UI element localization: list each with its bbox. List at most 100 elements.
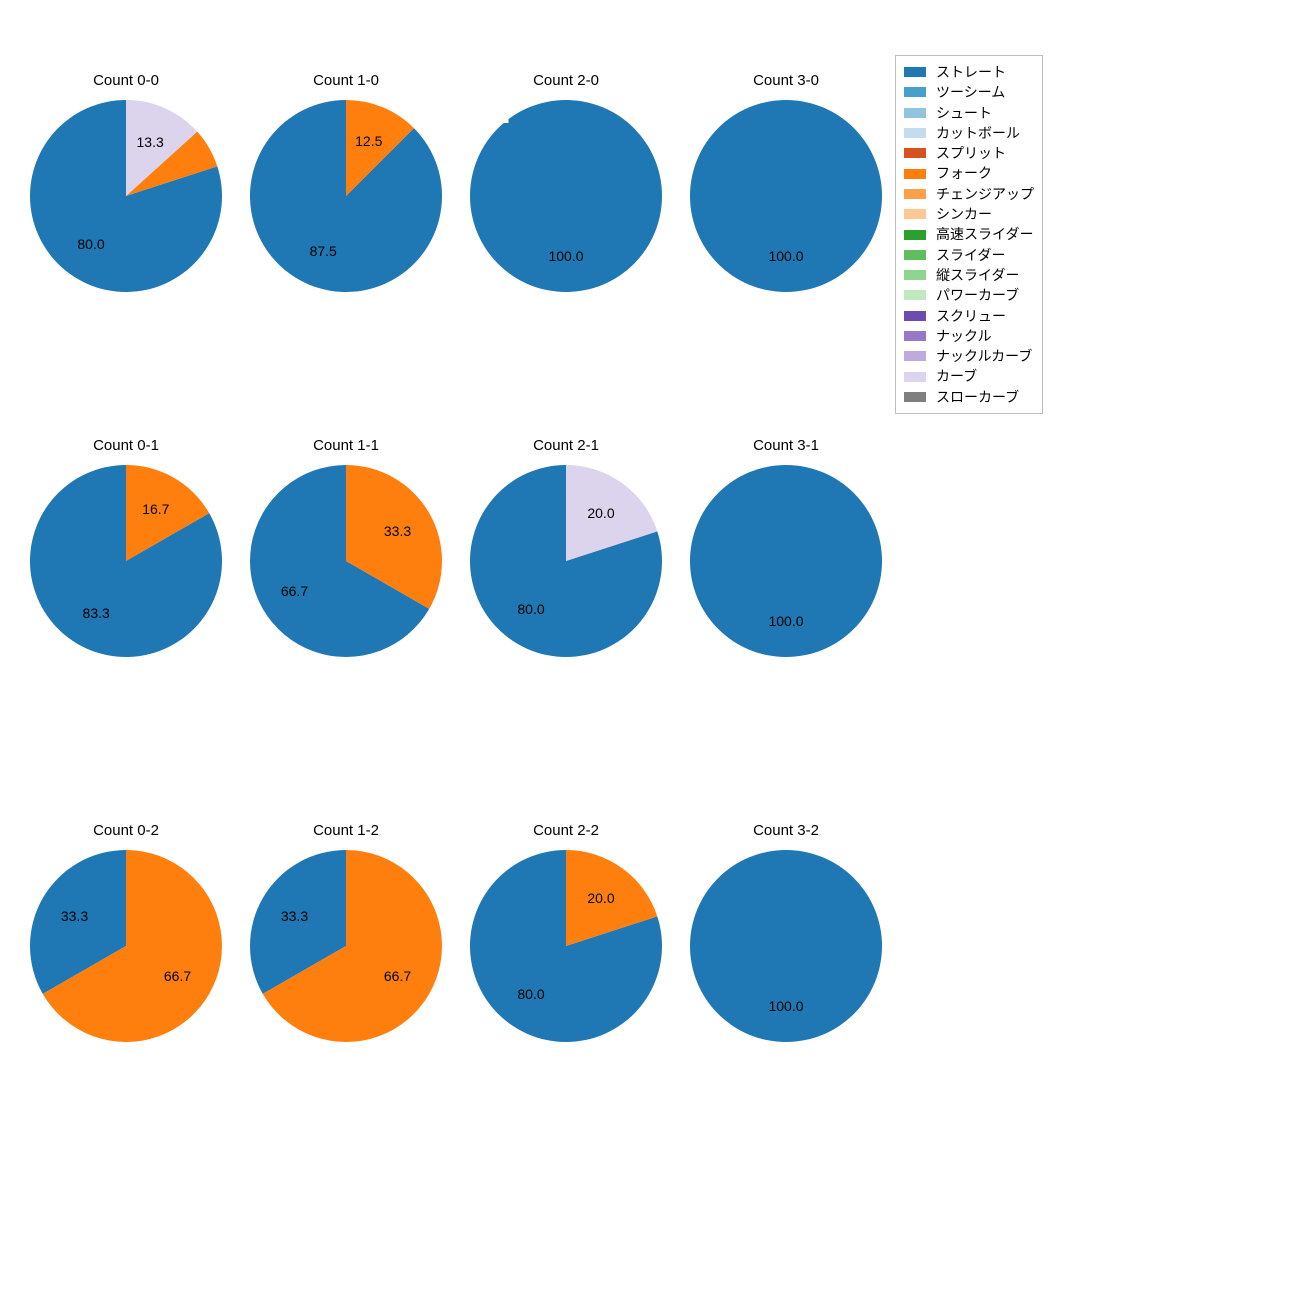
legend-swatch: [904, 351, 926, 361]
legend-item: チェンジアップ: [904, 184, 1034, 204]
chart-grid: Count 0-0 80.0 13.3 Count 1-0 87.5 12.5 Count …: [0, 0, 1300, 1300]
legend-label: フォーク: [936, 163, 992, 183]
legend-swatch: [904, 290, 926, 300]
pie-subplot: Count 1-087.512.5: [250, 100, 442, 292]
legend-label: ナックル: [936, 326, 992, 346]
legend-item: ナックル: [904, 326, 1034, 346]
subplot-title: Count 3-2: [690, 822, 882, 839]
legend-item: シンカー: [904, 204, 1034, 224]
legend-swatch: [904, 311, 926, 321]
legend: ストレートツーシームシュートカットボールスプリットフォークチェンジアップシンカー…: [895, 55, 1043, 414]
legend-item: スライダー: [904, 245, 1034, 265]
pie-subplot: Count 2-280.020.0: [470, 850, 662, 1042]
pie-slice-label: 83.3: [83, 605, 110, 621]
pie-chart: [470, 465, 662, 657]
legend-swatch: [904, 372, 926, 382]
pie-slice-label: 20.0: [587, 890, 614, 906]
legend-swatch: [904, 67, 926, 77]
subplot-title: Count 1-1: [250, 437, 442, 454]
legend-item: パワーカーブ: [904, 285, 1034, 305]
pie-slice-label: 66.7: [384, 968, 411, 984]
legend-item: 高速スライダー: [904, 224, 1034, 244]
legend-label: スクリュー: [936, 306, 1006, 326]
legend-swatch: [904, 128, 926, 138]
subplot-title: Count 2-0: [470, 72, 662, 89]
pie-subplot: Count 0-233.366.7: [30, 850, 222, 1042]
pie-subplot: Count 0-080.013.3: [30, 100, 222, 292]
pie-slice-label: 13.3: [137, 134, 164, 150]
legend-swatch: [904, 108, 926, 118]
legend-item: フォーク: [904, 163, 1034, 183]
pie-chart: [250, 100, 442, 292]
pie-subplot: Count 1-166.733.3: [250, 465, 442, 657]
pie-subplot: Count 2-0100.0: [470, 100, 662, 292]
subplot-title: Count 1-2: [250, 822, 442, 839]
subplot-title: Count 0-1: [30, 437, 222, 454]
pie-slice-label: 100.0: [768, 613, 803, 629]
legend-label: 高速スライダー: [936, 224, 1033, 244]
legend-item: スローカーブ: [904, 387, 1034, 407]
pie-chart: [30, 100, 222, 292]
legend-label: スライダー: [936, 245, 1005, 265]
legend-label: ストレート: [936, 62, 1006, 82]
legend-item: スプリット: [904, 143, 1034, 163]
legend-item: 縦スライダー: [904, 265, 1034, 285]
pie-chart: [250, 465, 442, 657]
legend-label: スプリット: [936, 143, 1006, 163]
pie-slice-label: 100.0: [768, 248, 803, 264]
pie-subplot: Count 3-0100.0: [690, 100, 882, 292]
pie-slice-label: 33.3: [281, 908, 308, 924]
pie-slice-label: 80.0: [517, 986, 544, 1002]
subplot-title: Count 0-0: [30, 72, 222, 89]
legend-item: カーブ: [904, 366, 1034, 386]
legend-swatch: [904, 331, 926, 341]
subplot-title: Count 2-1: [470, 437, 662, 454]
legend-swatch: [904, 250, 926, 260]
legend-swatch: [904, 392, 926, 402]
legend-swatch: [904, 209, 926, 219]
legend-item: シュート: [904, 103, 1034, 123]
pie-slice-label: 16.7: [142, 501, 169, 517]
legend-label: チェンジアップ: [936, 184, 1034, 204]
legend-item: スクリュー: [904, 306, 1034, 326]
legend-swatch: [904, 87, 926, 97]
subplot-title: Count 3-0: [690, 72, 882, 89]
pie-subplot: Count 0-183.316.7: [30, 465, 222, 657]
legend-label: カーブ: [936, 366, 977, 386]
pie-slice-label: 20.0: [587, 505, 614, 521]
legend-swatch: [904, 169, 926, 179]
legend-label: スローカーブ: [936, 387, 1019, 407]
legend-label: 縦スライダー: [936, 265, 1019, 285]
pie-chart: [30, 465, 222, 657]
pie-subplot: Count 3-1100.0: [690, 465, 882, 657]
pie-subplot: Count 3-2100.0: [690, 850, 882, 1042]
subplot-title: Count 1-0: [250, 72, 442, 89]
pie-chart: [250, 850, 442, 1042]
pie-slice-label: 100.0: [548, 248, 583, 264]
legend-swatch: [904, 189, 926, 199]
legend-swatch: [904, 270, 926, 280]
pie-slice-label: 12.5: [355, 133, 382, 149]
legend-item: カットボール: [904, 123, 1034, 143]
subplot-title: Count 3-1: [690, 437, 882, 454]
legend-item: ストレート: [904, 62, 1034, 82]
legend-item: ツーシーム: [904, 82, 1034, 102]
pie-chart: [470, 850, 662, 1042]
pie-slice-label: 80.0: [77, 236, 104, 252]
legend-label: シュート: [936, 103, 992, 123]
legend-label: パワーカーブ: [936, 285, 1019, 305]
pie-slice-label: 66.7: [164, 968, 191, 984]
pie-slice-label: 33.3: [61, 908, 88, 924]
pie-slice-label: 66.7: [281, 583, 308, 599]
legend-label: シンカー: [936, 204, 992, 224]
subplot-title: Count 2-2: [470, 822, 662, 839]
legend-swatch: [904, 148, 926, 158]
pie-chart: [30, 850, 222, 1042]
legend-label: ツーシーム: [936, 82, 1005, 102]
pie-slice-label: 100.0: [768, 998, 803, 1014]
pie-slice-label: 80.0: [517, 601, 544, 617]
pie-slice-label: 33.3: [384, 523, 411, 539]
legend-label: ナックルカーブ: [936, 346, 1032, 366]
legend-swatch: [904, 230, 926, 240]
pie-slice-label: 87.5: [310, 243, 337, 259]
